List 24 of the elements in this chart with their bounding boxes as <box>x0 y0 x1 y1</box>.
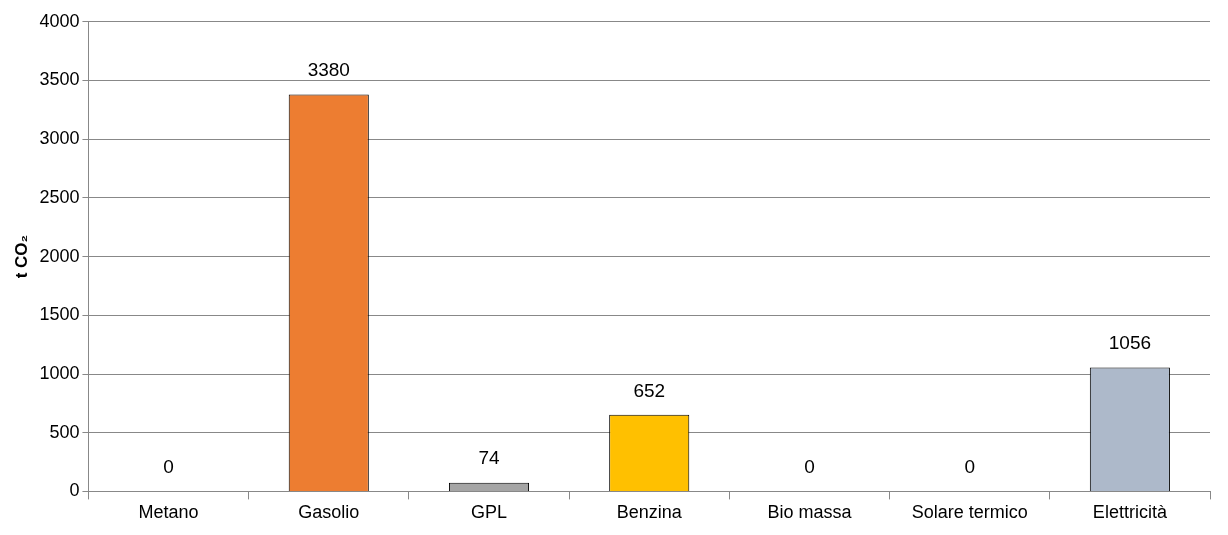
x-tick-label: Metano <box>138 502 199 523</box>
data-label: 1056 <box>1108 332 1152 354</box>
y-tick-label: 0 <box>69 480 80 501</box>
data-label: 652 <box>633 379 666 401</box>
x-tick-label: Gasolio <box>298 502 360 523</box>
data-label: 0 <box>804 456 815 478</box>
y-tick-label: 500 <box>49 421 80 442</box>
y-axis-title: t CO₂ <box>11 234 31 279</box>
y-tick-label: 1500 <box>39 304 80 325</box>
data-label: 3380 <box>307 59 350 81</box>
x-tick-label: Benzina <box>616 502 683 523</box>
data-label: 0 <box>964 456 975 478</box>
x-tick-label: Solare termico <box>911 502 1028 523</box>
y-tick-label: 2500 <box>39 186 80 207</box>
y-tick-label: 2000 <box>39 245 80 266</box>
y-tick-label: 3000 <box>39 128 80 149</box>
data-label: 0 <box>163 456 174 478</box>
data-label: 74 <box>478 447 500 469</box>
y-tick-label: 3500 <box>39 69 80 90</box>
x-tick-label: Bio massa <box>767 502 853 523</box>
y-tick-label: 4000 <box>39 10 80 31</box>
x-tick-label: Elettricità <box>1092 502 1168 523</box>
y-tick-label: 1000 <box>39 362 80 383</box>
x-tick-label: GPL <box>470 502 508 523</box>
